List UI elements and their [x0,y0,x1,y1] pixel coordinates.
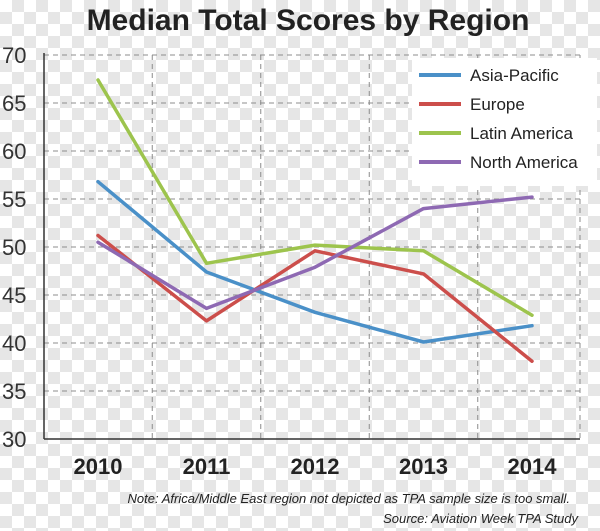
x-tick-label: 2011 [183,454,231,479]
y-tick-label: 55 [2,187,26,212]
y-tick-label: 35 [2,379,26,404]
chart-source: Source: Aviation Week TPA Study [383,511,579,526]
y-tick-label: 40 [2,331,26,356]
legend-label-latin-america: Latin America [470,124,574,143]
y-tick-label: 70 [2,43,26,68]
y-tick-label: 50 [2,235,26,260]
x-axis-ticks: 2010 2011 2012 2013 2014 [74,454,558,479]
chart-note: Note: Africa/Middle East region not depi… [128,491,570,506]
series-line-latin-america [96,78,534,317]
y-tick-label: 65 [2,91,26,116]
y-tick-label: 45 [2,283,26,308]
x-tick-label: 2013 [399,454,448,479]
legend-label-north-america: North America [470,153,578,172]
series-line-north-america [96,195,534,311]
legend-label-europe: Europe [470,95,525,114]
y-tick-label: 60 [2,139,26,164]
series-lines [96,78,534,363]
legend-label-asia-pacific: Asia-Pacific [470,66,559,85]
legend: Asia-Pacific Europe Latin America North Ame… [412,58,597,186]
series-line-europe [96,233,534,363]
chart-title: Median Total Scores by Region [87,4,530,37]
axes [43,53,580,440]
x-tick-label: 2014 [508,454,558,479]
y-axis-ticks: 30 35 40 45 50 55 60 65 70 [2,43,26,452]
y-tick-label: 30 [2,427,26,452]
x-tick-label: 2012 [291,454,340,479]
x-tick-label: 2010 [74,454,123,479]
legend-box [412,58,597,186]
series-line-asia-pacific [96,179,534,344]
